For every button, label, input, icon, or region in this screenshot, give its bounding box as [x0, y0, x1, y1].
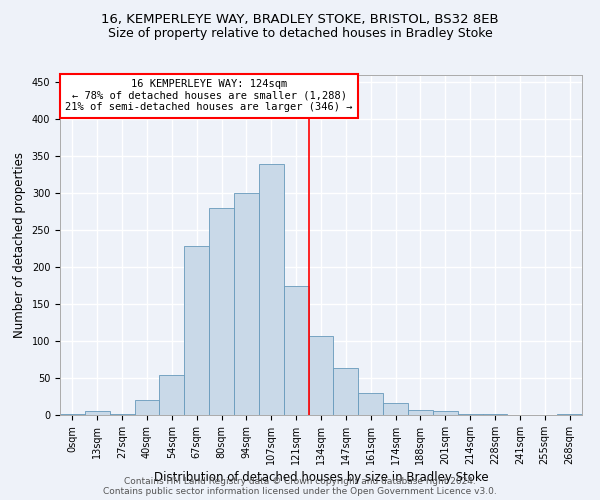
Bar: [60, 414, 85, 415]
Bar: [85, 412, 110, 415]
Bar: [134, 400, 160, 415]
Bar: [284, 286, 308, 415]
Bar: [308, 336, 334, 415]
Bar: [433, 412, 458, 415]
Bar: [458, 414, 482, 415]
Bar: [259, 164, 284, 415]
Text: Contains HM Land Registry data © Crown copyright and database right 2024.
Contai: Contains HM Land Registry data © Crown c…: [103, 476, 497, 496]
Bar: [482, 414, 508, 415]
Text: 16, KEMPERLEYE WAY, BRADLEY STOKE, BRISTOL, BS32 8EB: 16, KEMPERLEYE WAY, BRADLEY STOKE, BRIST…: [101, 12, 499, 26]
Bar: [383, 403, 408, 415]
Bar: [358, 393, 383, 415]
Text: Size of property relative to detached houses in Bradley Stoke: Size of property relative to detached ho…: [107, 28, 493, 40]
Bar: [557, 414, 582, 415]
Bar: [408, 410, 433, 415]
X-axis label: Distribution of detached houses by size in Bradley Stoke: Distribution of detached houses by size …: [154, 471, 488, 484]
Bar: [209, 208, 234, 415]
Y-axis label: Number of detached properties: Number of detached properties: [13, 152, 26, 338]
Bar: [184, 246, 209, 415]
Bar: [160, 375, 184, 415]
Bar: [334, 368, 358, 415]
Bar: [110, 414, 134, 415]
Text: 16 KEMPERLEYE WAY: 124sqm
← 78% of detached houses are smaller (1,288)
21% of se: 16 KEMPERLEYE WAY: 124sqm ← 78% of detac…: [65, 79, 353, 112]
Bar: [234, 194, 259, 415]
